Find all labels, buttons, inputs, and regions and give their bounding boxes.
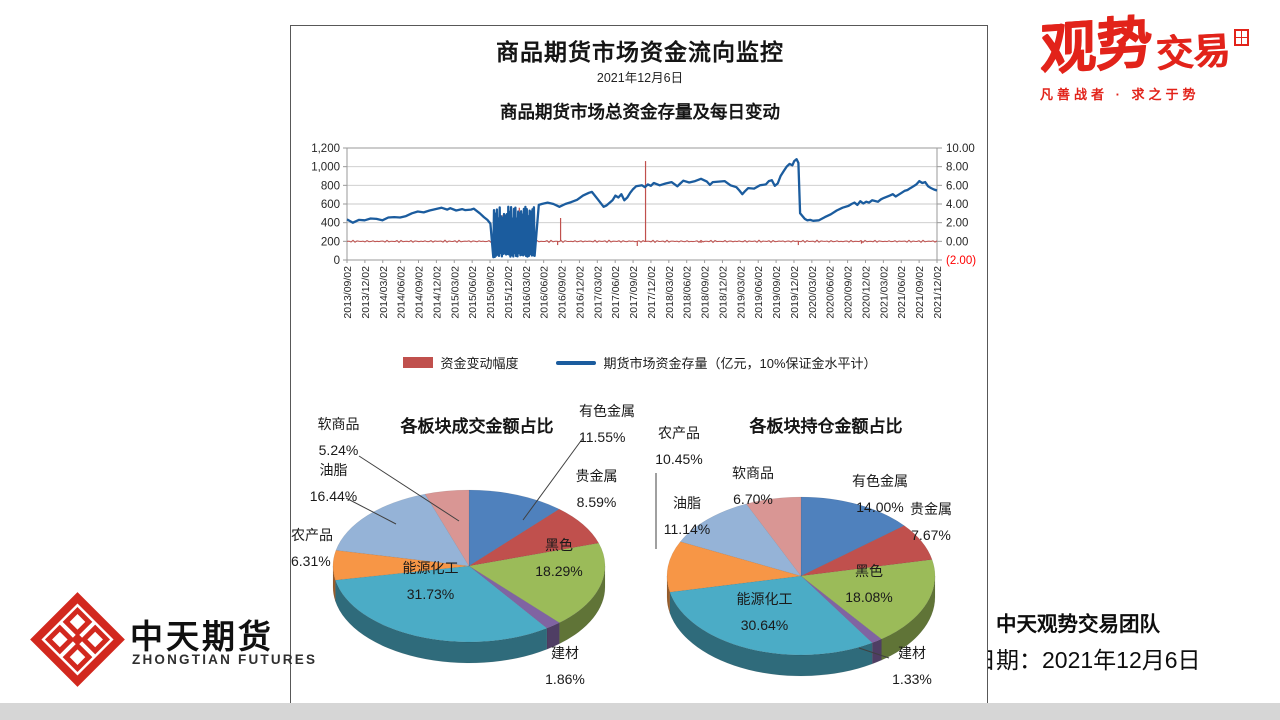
svg-text:2020/06/02: 2020/06/02: [825, 266, 837, 319]
svg-text:2018/12/02: 2018/12/02: [717, 266, 729, 319]
pie-chart-turnover: [332, 489, 606, 664]
pie-label-building-materials: 建材 1.86%: [545, 645, 585, 687]
pie-label-soft-commodities: 软商品 5.24%: [317, 416, 360, 458]
pie-position-title: 各板块持仓金额占比: [749, 417, 903, 436]
svg-text:2020/09/02: 2020/09/02: [843, 266, 855, 319]
guanshi-logo-part1: 观势: [1040, 10, 1152, 81]
pie2-label-nonferrous: 有色金属 14.00%: [852, 473, 908, 515]
svg-text:2018/06/02: 2018/06/02: [682, 266, 694, 319]
svg-text:2014/03/02: 2014/03/02: [378, 266, 390, 319]
svg-text:2.00: 2.00: [946, 218, 968, 230]
svg-text:2016/06/02: 2016/06/02: [539, 266, 551, 319]
svg-text:2021/06/02: 2021/06/02: [896, 266, 908, 319]
svg-text:2014/09/02: 2014/09/02: [414, 266, 426, 319]
pie2-label-ferrous: 黑色 18.08%: [845, 563, 893, 605]
guanshi-logo: 观势 交易 凡善战者 · 求之于势: [1040, 10, 1260, 103]
pie2-label-precious: 贵金属 7.67%: [910, 501, 952, 543]
pie-label-oils: 油脂 16.44%: [309, 462, 358, 504]
seal-stamp-icon: [1234, 29, 1249, 46]
svg-text:2015/06/02: 2015/06/02: [467, 266, 479, 319]
legend-label-change: 资金变动幅度: [440, 356, 519, 371]
page-date: 2021年12月6日: [596, 71, 684, 85]
pie-label-nonferrous: 有色金属 11.55%: [579, 403, 635, 445]
svg-text:400: 400: [321, 218, 340, 230]
guanshi-tagline: 凡善战者 · 求之于势: [1040, 87, 1200, 102]
pie2-label-oils: 油脂 11.14%: [663, 495, 711, 537]
zhongtian-diamond-icon: [30, 592, 125, 687]
funds-line-chart: 0 (2.00) 200 0.00 400 2.00 600 4.00 800 6.00 1,000…: [311, 143, 976, 319]
legend-item-stock: 期货市场资金存量（亿元，10%保证金水平计）: [556, 353, 877, 372]
pie-label-energy-chem: 能源化工 31.73%: [402, 560, 459, 602]
svg-text:2017/09/02: 2017/09/02: [628, 266, 640, 319]
svg-text:8.00: 8.00: [946, 162, 968, 174]
svg-text:(2.00): (2.00): [946, 255, 976, 267]
svg-text:2015/09/02: 2015/09/02: [485, 266, 497, 319]
svg-text:2021/09/02: 2021/09/02: [914, 266, 926, 319]
svg-text:2017/06/02: 2017/06/02: [610, 266, 622, 319]
line-chart-title: 商品期货市场总资金存量及每日变动: [500, 102, 780, 122]
pie2-label-agri: 农产品 10.45%: [655, 425, 703, 467]
svg-text:200: 200: [321, 236, 340, 248]
guanshi-logo-text: 观势 交易: [1040, 10, 1260, 81]
svg-text:2014/12/02: 2014/12/02: [431, 266, 443, 319]
svg-text:6.00: 6.00: [946, 180, 968, 192]
svg-text:4.00: 4.00: [946, 199, 968, 211]
svg-text:1,000: 1,000: [311, 162, 340, 174]
zhongtian-name-en: ZHONGTIAN FUTURES: [132, 652, 318, 667]
pie-label-precious: 贵金属 8.59%: [575, 468, 618, 510]
svg-text:600: 600: [321, 199, 340, 211]
svg-text:2017/03/02: 2017/03/02: [592, 266, 604, 319]
svg-text:2015/03/02: 2015/03/02: [449, 266, 461, 319]
svg-text:2019/09/02: 2019/09/02: [771, 266, 783, 319]
svg-text:2016/09/02: 2016/09/02: [557, 266, 569, 319]
pie-turnover-title: 各板块成交金额占比: [400, 417, 554, 436]
svg-text:2021/12/02: 2021/12/02: [932, 266, 944, 319]
page-title: 商品期货市场资金流向监控: [496, 39, 784, 65]
svg-text:10.00: 10.00: [946, 143, 975, 155]
pie2-label-building-materials: 建材 1.33%: [892, 645, 932, 687]
chart-legend: 资金变动幅度 期货市场资金存量（亿元，10%保证金水平计）: [291, 353, 989, 372]
svg-text:0: 0: [334, 255, 340, 267]
pie-label-agri: 农产品 6.31%: [291, 527, 333, 569]
pie2-label-soft-commodities: 软商品 6.70%: [732, 465, 774, 507]
pie-chart-position: [666, 496, 936, 677]
team-name: 中天观势交易团队: [996, 613, 1160, 636]
svg-text:2014/06/02: 2014/06/02: [396, 266, 408, 319]
svg-text:1,200: 1,200: [311, 143, 340, 155]
legend-label-stock: 期货市场资金存量（亿元，10%保证金水平计）: [603, 356, 877, 371]
report-panel: 商品期货市场资金流向监控 2021年12月6日 商品期货市场总资金存量及每日变动…: [290, 25, 988, 703]
svg-text:2018/03/02: 2018/03/02: [664, 266, 676, 319]
svg-text:2013/12/02: 2013/12/02: [360, 266, 372, 319]
pie-label-ferrous: 黑色 18.29%: [535, 537, 583, 579]
svg-text:2019/06/02: 2019/06/02: [753, 266, 765, 319]
svg-text:800: 800: [321, 180, 340, 192]
zhongtian-logo: 中天期货 ZHONGTIAN FUTURES: [30, 592, 315, 692]
svg-text:2019/03/02: 2019/03/02: [735, 266, 747, 319]
guanshi-logo-part2: 交易: [1154, 30, 1231, 76]
legend-swatch-stock: [556, 360, 597, 365]
svg-text:2013/09/02: 2013/09/02: [342, 266, 354, 319]
svg-text:2015/12/02: 2015/12/02: [503, 266, 515, 319]
svg-text:2018/09/02: 2018/09/02: [700, 266, 712, 319]
svg-text:2016/12/02: 2016/12/02: [574, 266, 586, 319]
report-footer-date: 日期：2021年12月6日: [973, 647, 1201, 673]
legend-item-change: 资金变动幅度: [403, 353, 518, 372]
pie2-label-energy-chem: 能源化工 30.64%: [736, 591, 793, 633]
svg-text:2021/03/02: 2021/03/02: [878, 266, 890, 319]
svg-text:2020/12/02: 2020/12/02: [860, 266, 872, 319]
svg-text:2016/03/02: 2016/03/02: [521, 266, 533, 319]
svg-text:2019/12/02: 2019/12/02: [789, 266, 801, 319]
legend-swatch-change: [403, 357, 434, 368]
zhongtian-name-cn: 中天期货: [130, 618, 274, 655]
bottom-gray-bar: [0, 703, 1280, 720]
svg-text:0.00: 0.00: [946, 236, 968, 248]
svg-text:2017/12/02: 2017/12/02: [646, 266, 658, 319]
svg-text:2020/03/02: 2020/03/02: [807, 266, 819, 319]
